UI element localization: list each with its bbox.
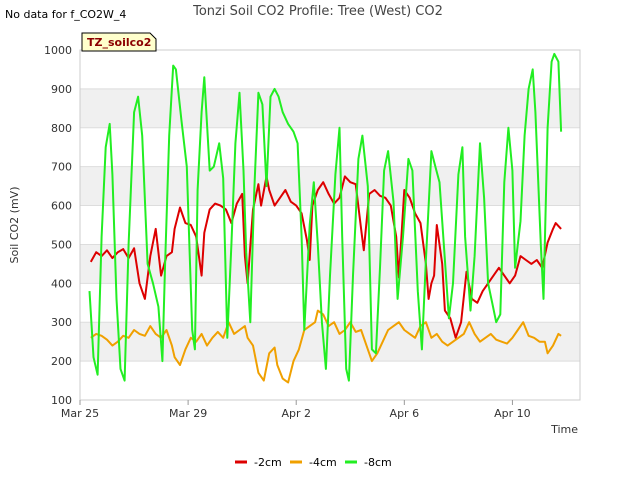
y-tick-label: 200 xyxy=(51,355,72,368)
site-tag-box xyxy=(81,32,157,52)
x-axis-title: Time xyxy=(550,423,578,436)
x-tick-label: Apr 6 xyxy=(390,407,420,420)
y-tick-label: 300 xyxy=(51,316,72,329)
no-data-note: No data for f_CO2W_4 xyxy=(5,8,126,21)
series-line-minus-8cm xyxy=(88,52,563,382)
y-tick-label: 600 xyxy=(51,200,72,213)
y-tick-label: 500 xyxy=(51,238,72,251)
x-axis-ticks: Mar 25 Mar 29 Apr 2 Apr 6 Apr 10 xyxy=(61,400,531,420)
x-tick-label: Mar 25 xyxy=(61,407,99,420)
legend-item: -2cm xyxy=(235,456,282,469)
series-line-minus-4cm xyxy=(90,309,562,384)
grid-band xyxy=(80,322,580,362)
y-tick-label: 1000 xyxy=(44,44,72,57)
x-tick-label: Mar 29 xyxy=(169,407,207,420)
y-tick-label: 800 xyxy=(51,122,72,135)
legend-item: -8cm xyxy=(345,456,392,469)
legend: -2cm -4cm -8cm xyxy=(235,456,392,469)
grid-band xyxy=(80,166,580,206)
legend-item: -4cm xyxy=(290,456,337,469)
series-lines xyxy=(88,52,563,384)
y-tick-label: 900 xyxy=(51,83,72,96)
plot-background-bands xyxy=(80,88,580,362)
site-tag-label: TZ_soilco2 xyxy=(87,36,151,49)
legend-label: -4cm xyxy=(309,456,337,469)
y-tick-label: 400 xyxy=(51,277,72,290)
y-axis-title: Soil CO2 (mV) xyxy=(8,187,21,264)
legend-label: -8cm xyxy=(364,456,392,469)
site-tag: TZ_soilco2 xyxy=(81,32,157,52)
gridlines xyxy=(80,49,580,401)
x-tick-label: Apr 10 xyxy=(494,407,531,420)
legend-label: -2cm xyxy=(254,456,282,469)
y-axis-ticks: 100 200 300 400 500 600 700 800 900 1000 xyxy=(44,44,72,407)
y-tick-label: 700 xyxy=(51,161,72,174)
grid-band xyxy=(80,88,580,128)
plot-area xyxy=(79,49,581,401)
x-tick-label: Apr 2 xyxy=(281,407,311,420)
y-tick-label: 100 xyxy=(51,394,72,407)
chart-title: Tonzi Soil CO2 Profile: Tree (West) CO2 xyxy=(192,4,443,19)
series-line-minus-2cm xyxy=(89,175,562,339)
